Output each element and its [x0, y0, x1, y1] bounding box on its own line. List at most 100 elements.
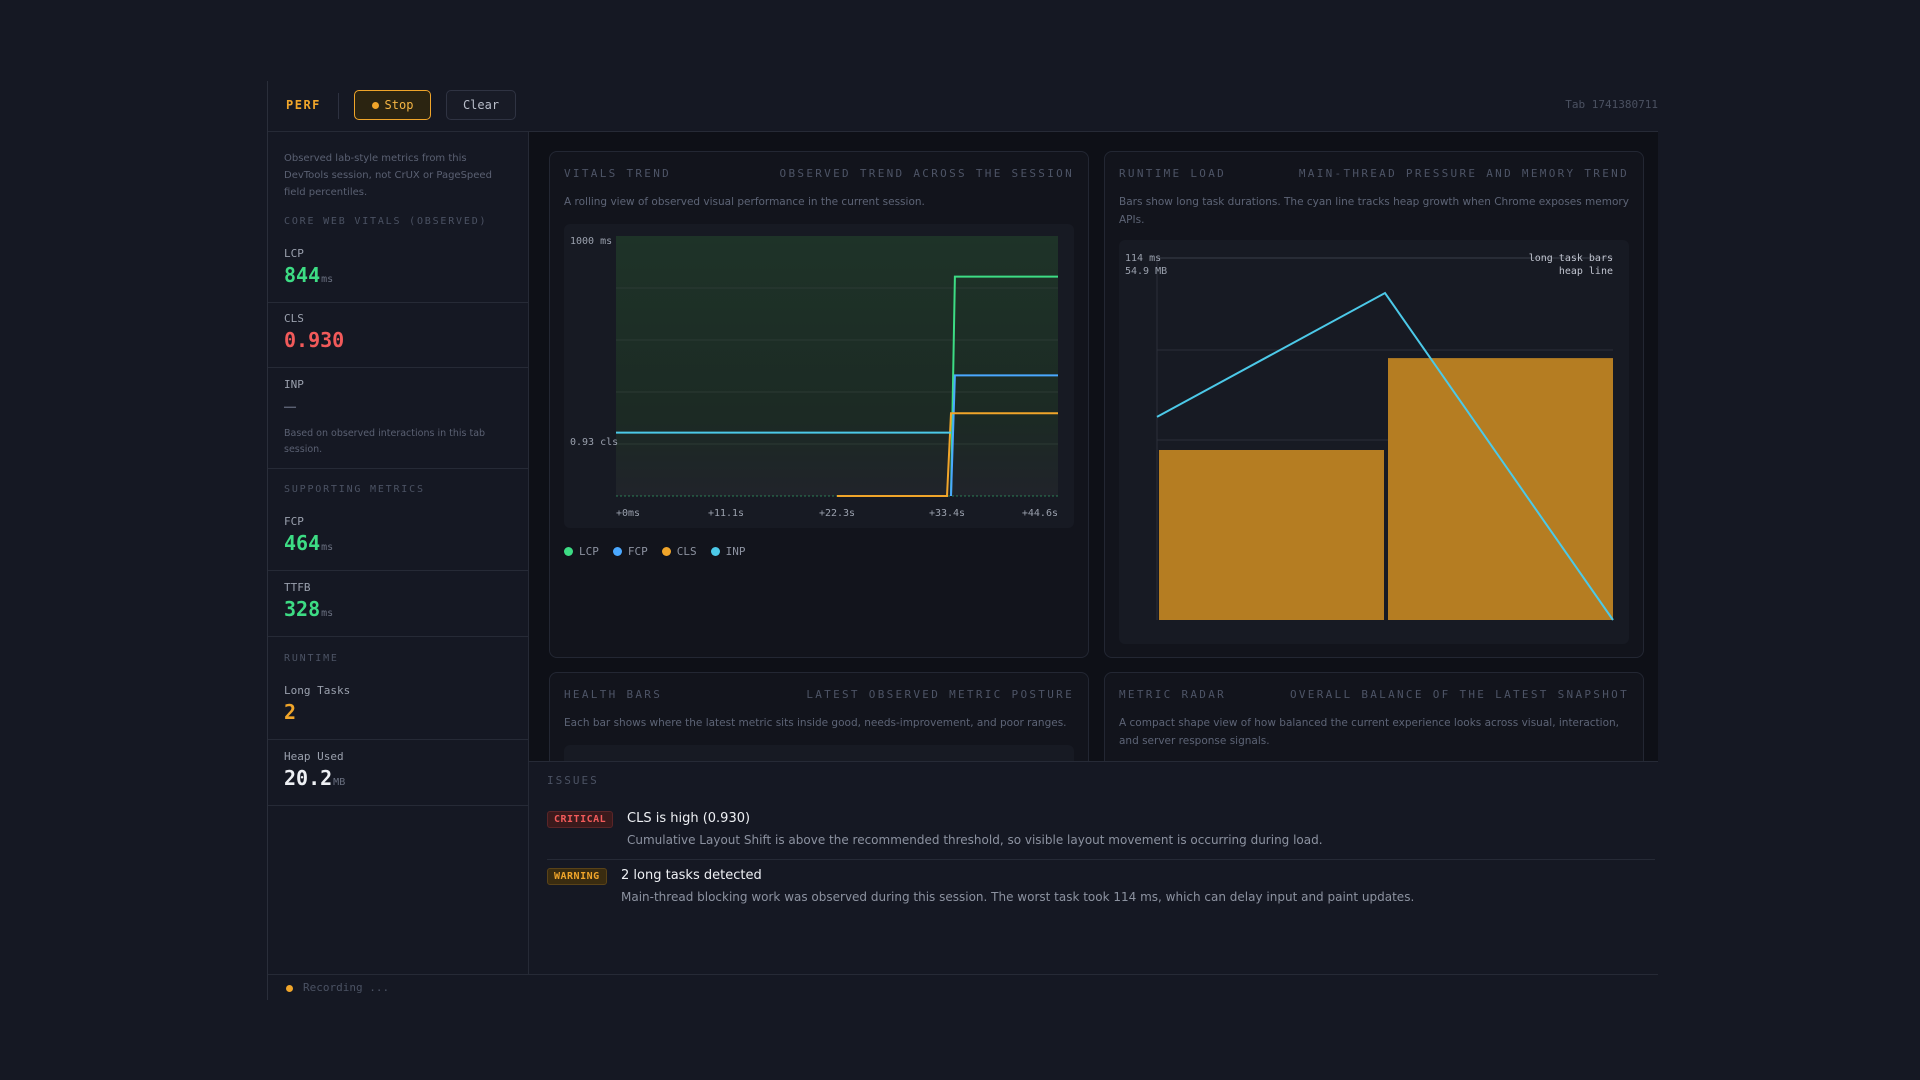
metric-label: LCP — [284, 247, 304, 260]
vitals-trend-chart: 1000 ms 0.93 cls +0ms +11.1s +22.3s +33.4s +… — [570, 236, 1058, 519]
plot-background — [616, 236, 1058, 496]
severity-badge: CRITICAL — [547, 811, 614, 828]
metric-label: FCP — [284, 515, 304, 528]
y-axis-label-heap: 54.9 MB — [1125, 266, 1167, 277]
runtime-plot: 114 ms 54.9 MB long task bars heap line — [1119, 240, 1629, 644]
legend-label: INP — [725, 545, 746, 558]
legend-dot-icon — [661, 547, 671, 556]
x-tick-label: +33.4s — [929, 508, 965, 519]
stop-button-label: Stop — [384, 98, 414, 112]
runtime-load-card: RUNTIME LOAD MAIN-THREAD PRESSURE AND ME… — [1104, 151, 1644, 658]
metric-value: — — [284, 394, 297, 418]
legend-long-task-bars: long task bars — [1529, 253, 1613, 264]
legend-label: LCP — [579, 545, 599, 558]
series-line-lcp — [950, 275, 1058, 497]
card-subtitle: OVERALL BALANCE OF THE LATEST SNAPSHOT — [1289, 688, 1629, 701]
metric-value: 20.2MB — [284, 766, 346, 790]
legend-item-fcp: FCP — [612, 545, 648, 558]
issue-description: Cumulative Layout Shift is above the rec… — [627, 833, 1323, 847]
metric-note: Based on observed interactions in this t… — [284, 428, 486, 455]
issues-panel: ISSUES CRITICAL CLS is high (0.930) Cumu… — [529, 761, 1658, 975]
legend-dot-icon — [564, 547, 573, 556]
series-line-cls — [837, 412, 1058, 497]
legend-item-cls: CLS — [661, 545, 697, 558]
x-tick-label: +44.6s — [1022, 508, 1058, 519]
stop-button[interactable]: Stop — [354, 90, 431, 120]
x-tick-label: +11.1s — [708, 508, 744, 519]
legend-dot-icon — [710, 547, 720, 556]
metric-value: 0.930 — [284, 328, 345, 352]
metric-label: INP — [284, 378, 304, 391]
x-tick-label: +0ms — [616, 508, 640, 519]
record-dot-icon — [371, 101, 379, 109]
metric-ttfb: TTFB 328ms — [268, 581, 528, 637]
status-bar: Recording ... — [268, 974, 1658, 1001]
legend-label: FCP — [627, 545, 648, 558]
status-text: Recording ... — [303, 981, 390, 994]
issue-item[interactable]: CRITICAL CLS is high (0.930) Cumulative … — [547, 811, 1655, 860]
runtime-load-chart: 114 ms 54.9 MB long task bars heap line — [1125, 253, 1614, 621]
card-description: Each bar shows where the latest metric s… — [564, 717, 1067, 729]
metric-heap-used: Heap Used 20.2MB — [268, 750, 528, 806]
metrics-sidebar: Observed lab-style metrics from this Dev… — [268, 132, 529, 974]
y-axis-top-label: 1000 ms — [570, 236, 612, 247]
vitals-trend-card: VITALS TREND OBSERVED TREND ACROSS THE S… — [549, 151, 1089, 658]
runtime-heading: RUNTIME — [284, 653, 339, 664]
brand-label: PERF — [286, 98, 321, 112]
metric-label: TTFB — [284, 581, 311, 594]
metric-value: 844ms — [284, 263, 334, 287]
card-title: METRIC RADAR — [1119, 688, 1227, 701]
x-tick-label: +22.3s — [819, 508, 855, 519]
issue-item[interactable]: WARNING 2 long tasks detected Main-threa… — [547, 868, 1655, 916]
issue-title: 2 long tasks detected — [621, 868, 762, 883]
sidebar-note: Observed lab-style metrics from this Dev… — [284, 153, 492, 198]
severity-badge: WARNING — [547, 868, 607, 885]
metric-radar-card: METRIC RADAR OVERALL BALANCE OF THE LATE… — [1104, 672, 1644, 761]
metric-value: 2 — [284, 700, 297, 724]
issue-title: CLS is high (0.930) — [627, 811, 751, 826]
metric-label: Heap Used — [284, 750, 344, 763]
legend-dot-icon — [612, 547, 622, 556]
legend-item-inp: INP — [710, 545, 746, 558]
legend-item-lcp: LCP — [564, 545, 599, 558]
heap-line — [1156, 291, 1614, 621]
long-task-bar — [1159, 449, 1384, 620]
card-title: HEALTH BARS — [564, 688, 663, 701]
charts-area[interactable]: VITALS TREND OBSERVED TREND ACROSS THE S… — [529, 132, 1658, 761]
toolbar-divider — [338, 93, 339, 119]
card-description: Bars show long task durations. The cyan … — [1119, 196, 1629, 226]
health-plot — [564, 745, 1074, 761]
series-line-fcp — [950, 374, 1058, 497]
metric-inp: INP — Based on observed interactions in … — [268, 378, 528, 469]
metric-cls: CLS 0.930 — [268, 312, 528, 368]
card-description: A rolling view of observed visual perfor… — [564, 196, 925, 208]
recording-dot-icon — [286, 985, 293, 992]
tab-identifier: Tab 1741380711 — [1565, 98, 1658, 111]
metric-long-tasks: Long Tasks 2 — [268, 684, 528, 740]
metric-label: CLS — [284, 312, 304, 325]
legend-heap-line: heap line — [1559, 266, 1613, 277]
core-vitals-heading: CORE WEB VITALS (OBSERVED) — [284, 216, 488, 227]
issue-description: Main-thread blocking work was observed d… — [621, 890, 1415, 904]
card-subtitle: MAIN-THREAD PRESSURE AND MEMORY TREND — [1298, 167, 1629, 180]
vitals-legend: LCP FCP CLS INP — [564, 545, 746, 558]
issues-heading: ISSUES — [547, 774, 599, 787]
metric-lcp: LCP 844ms — [268, 247, 528, 303]
toolbar: PERF Stop Clear Tab 1741380711 — [268, 81, 1658, 132]
card-description: A compact shape view of how balanced the… — [1119, 717, 1619, 747]
health-bars-card: HEALTH BARS LATEST OBSERVED METRIC POSTU… — [549, 672, 1089, 761]
metric-value: 464ms — [284, 531, 334, 555]
y-axis-mid-label: 0.93 cls — [570, 437, 618, 448]
card-subtitle: LATEST OBSERVED METRIC POSTURE — [806, 688, 1074, 701]
metric-fcp: FCP 464ms — [268, 515, 528, 571]
long-task-bar — [1388, 358, 1613, 620]
y-axis-label-tasks: 114 ms — [1125, 253, 1161, 264]
card-title: VITALS TREND — [564, 167, 672, 180]
clear-button[interactable]: Clear — [446, 90, 516, 120]
metric-value: 328ms — [284, 597, 334, 621]
vitals-plot: 1000 ms 0.93 cls +0ms +11.1s +22.3s +33.4s +… — [564, 224, 1074, 528]
legend-label: CLS — [676, 545, 697, 558]
perf-panel: PERF Stop Clear Tab 1741380711 Observed … — [267, 81, 1658, 1000]
supporting-metrics-heading: SUPPORTING METRICS — [284, 484, 425, 495]
card-subtitle: OBSERVED TREND ACROSS THE SESSION — [779, 167, 1074, 180]
